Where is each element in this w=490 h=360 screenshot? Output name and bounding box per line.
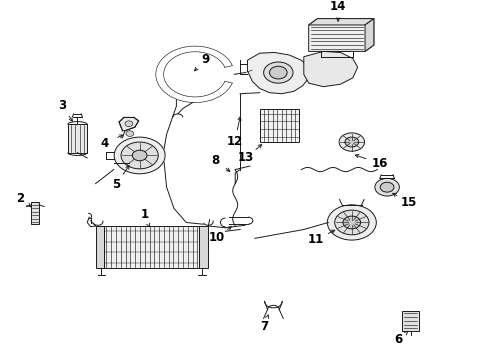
Circle shape: [380, 182, 394, 192]
Circle shape: [132, 150, 147, 161]
Bar: [199, 226, 208, 268]
Text: 4: 4: [100, 136, 109, 150]
Circle shape: [264, 62, 293, 83]
Polygon shape: [119, 117, 139, 131]
Circle shape: [327, 205, 376, 240]
Polygon shape: [309, 19, 374, 51]
Text: 13: 13: [238, 152, 254, 165]
Text: 1: 1: [141, 208, 148, 221]
Polygon shape: [304, 51, 358, 87]
Text: 10: 10: [209, 231, 225, 244]
Text: 12: 12: [226, 135, 243, 148]
Bar: [31, 202, 39, 224]
Polygon shape: [309, 19, 374, 25]
Circle shape: [126, 131, 134, 136]
Circle shape: [375, 178, 399, 196]
Polygon shape: [365, 19, 374, 51]
Circle shape: [345, 137, 359, 147]
Circle shape: [339, 133, 365, 151]
Bar: [68, 125, 87, 153]
Text: 14: 14: [330, 0, 346, 13]
Circle shape: [121, 142, 158, 169]
Text: 3: 3: [58, 99, 67, 112]
Text: 6: 6: [394, 333, 402, 346]
Text: 8: 8: [212, 154, 220, 167]
Bar: [104, 226, 199, 268]
Text: 9: 9: [201, 53, 209, 66]
Bar: [260, 109, 299, 142]
Text: 7: 7: [260, 320, 268, 333]
Text: 15: 15: [401, 196, 417, 209]
Circle shape: [125, 121, 133, 126]
Bar: [402, 311, 419, 331]
Text: 16: 16: [371, 157, 388, 170]
Bar: [96, 226, 104, 268]
Text: 5: 5: [112, 178, 120, 191]
Circle shape: [270, 66, 287, 79]
Circle shape: [114, 137, 165, 174]
Circle shape: [335, 210, 369, 235]
Polygon shape: [247, 53, 309, 94]
Circle shape: [343, 216, 361, 229]
Text: 2: 2: [17, 192, 24, 204]
Text: 11: 11: [308, 233, 324, 247]
